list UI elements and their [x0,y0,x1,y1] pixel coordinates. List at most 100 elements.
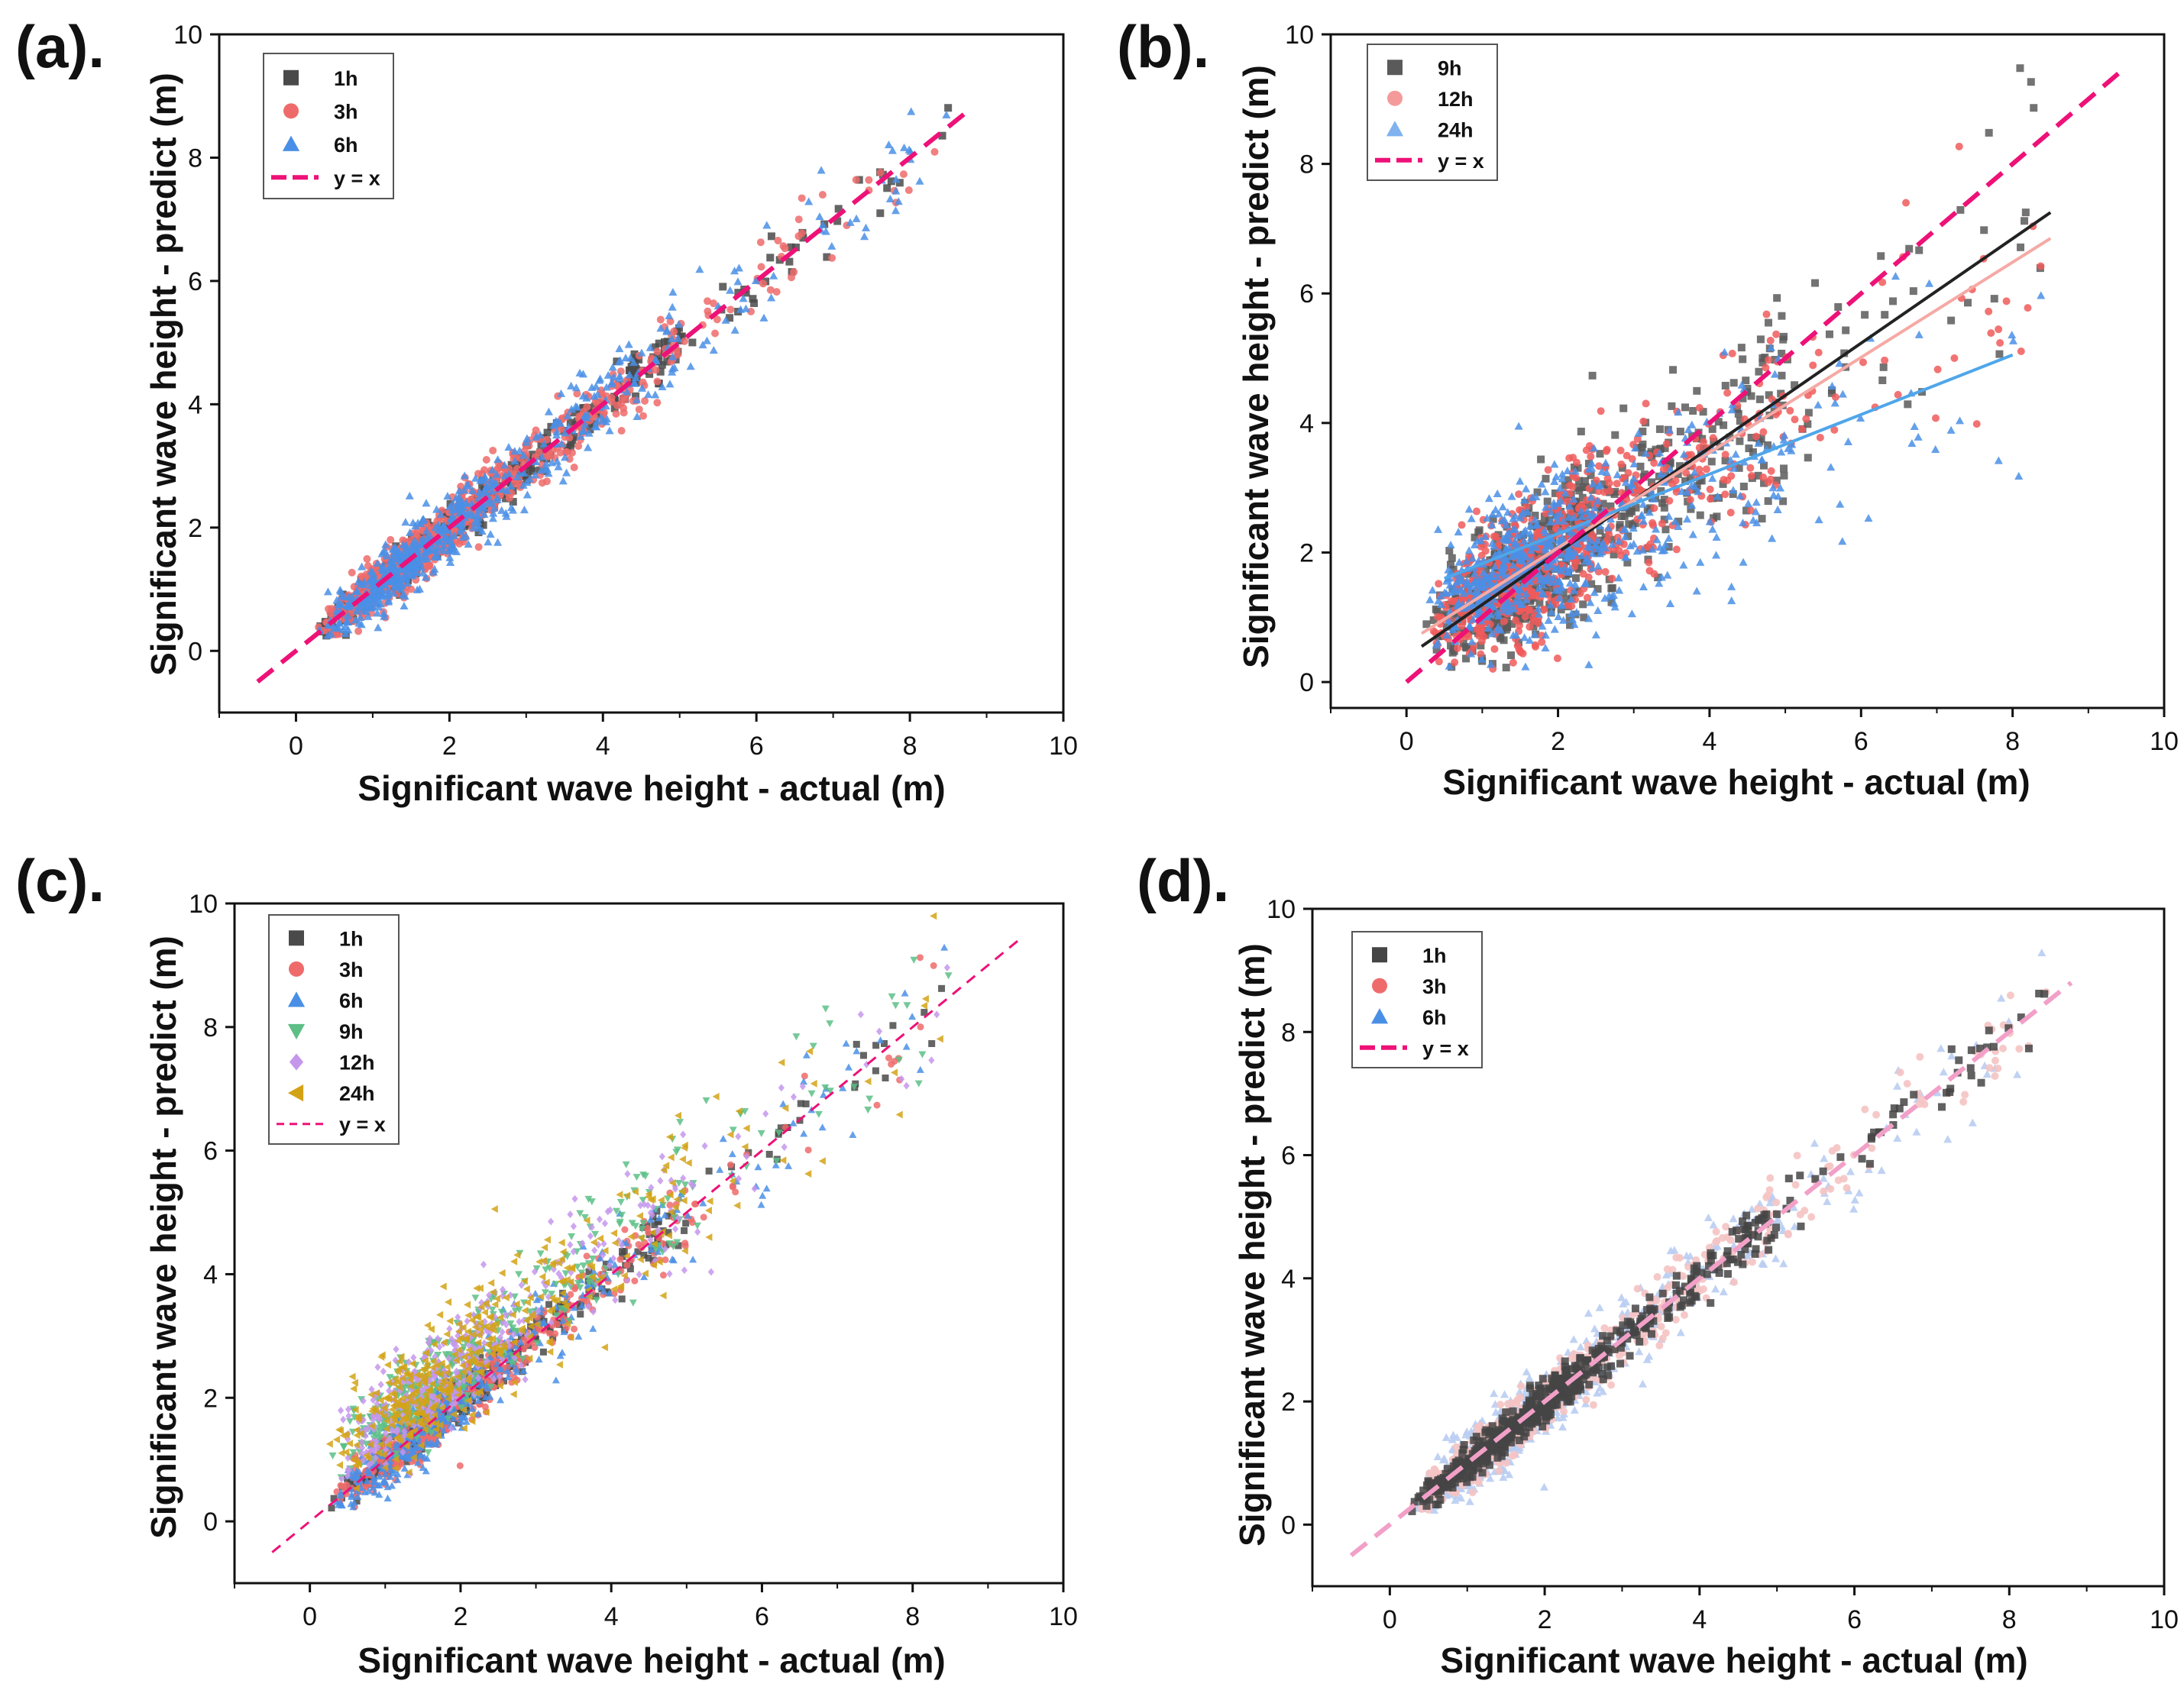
data-point [1737,344,1746,352]
data-point [1553,516,1562,525]
data-point [1629,523,1638,532]
data-point [477,527,487,535]
data-point [402,573,411,582]
data-point [1759,428,1768,436]
data-point [1739,355,1747,364]
data-point [539,439,548,448]
data-point [1539,590,1548,598]
data-point [523,471,532,480]
data-point [1804,420,1812,428]
y-tick-label: 2 [188,514,202,543]
data-point [369,1483,377,1491]
data-point [1434,525,1443,533]
data-point [1504,607,1513,616]
data-point [1565,502,1574,510]
data-point [392,1443,400,1452]
data-point [479,521,487,529]
data-point [480,486,490,494]
data-point [1517,549,1526,558]
data-point [1489,587,1498,595]
data-point [1693,482,1701,490]
data-point [884,140,894,149]
data-point [668,287,678,296]
data-point [1739,394,1747,402]
data-point [1584,460,1593,468]
y-tick-label: 8 [188,144,202,173]
data-point [627,378,636,386]
data-point [769,271,778,280]
data-point [1638,443,1646,451]
data-point [552,1308,560,1316]
data-point [341,629,350,638]
data-point [885,1054,892,1062]
data-point [570,464,578,472]
data-point [1700,444,1708,453]
data-point [1659,465,1668,473]
data-point [1721,451,1729,459]
data-point [1445,580,1454,589]
data-point [1525,635,1534,644]
data-point [1567,594,1576,603]
data-point [1507,651,1516,659]
data-point [1791,381,1799,389]
data-point [799,234,807,242]
data-point [373,558,382,567]
data-point [1655,425,1664,433]
data-point [1788,440,1797,448]
data-point [473,1385,480,1393]
data-point [1720,347,1729,356]
data-point [888,1060,895,1068]
data-point [1490,562,1500,570]
data-point [1557,606,1565,614]
x-tick-label: 2 [442,732,457,761]
data-point [390,542,400,551]
data-point [1583,593,1591,602]
data-point [580,412,589,420]
data-point [1428,586,1437,594]
data-point [473,511,482,519]
data-point [665,311,674,320]
data-point [1755,395,1764,403]
data-point [1594,561,1603,570]
data-point [389,589,398,597]
data-point [1693,386,1701,395]
data-point [852,176,860,184]
fit-line [1420,211,2052,648]
data-point [438,546,448,554]
data-point [493,455,503,464]
data-point [563,444,571,452]
data-point [354,603,364,611]
data-point [1534,609,1543,618]
data-point [517,1333,525,1340]
x-axis-title: Significant wave height - actual (m) [1442,762,2030,802]
data-point [1559,616,1568,624]
data-point [323,587,332,596]
y-tick-label: 4 [1299,409,1314,438]
data-point [489,446,497,454]
data-point [348,609,356,617]
data-point [506,481,516,490]
data-point [519,505,529,514]
plot-frame [1329,33,2166,709]
data-point [1587,580,1596,588]
data-point [571,1325,578,1333]
data-point [383,597,393,606]
data-point [1754,471,1762,480]
data-point [1655,579,1664,587]
data-point [817,166,826,174]
data-point [1499,602,1508,610]
data-point [719,283,727,291]
data-point [493,493,502,501]
data-point [1705,517,1714,525]
data-point [916,954,924,962]
data-point [668,367,677,376]
data-point [1422,620,1431,629]
data-point [330,1495,338,1502]
x-tick-label: 10 [1049,732,1078,761]
data-point [733,277,743,286]
data-point [1904,400,1912,409]
data-point [818,1123,827,1131]
data-point [1838,389,1847,398]
data-point [624,340,633,348]
data-point [2002,297,2011,305]
